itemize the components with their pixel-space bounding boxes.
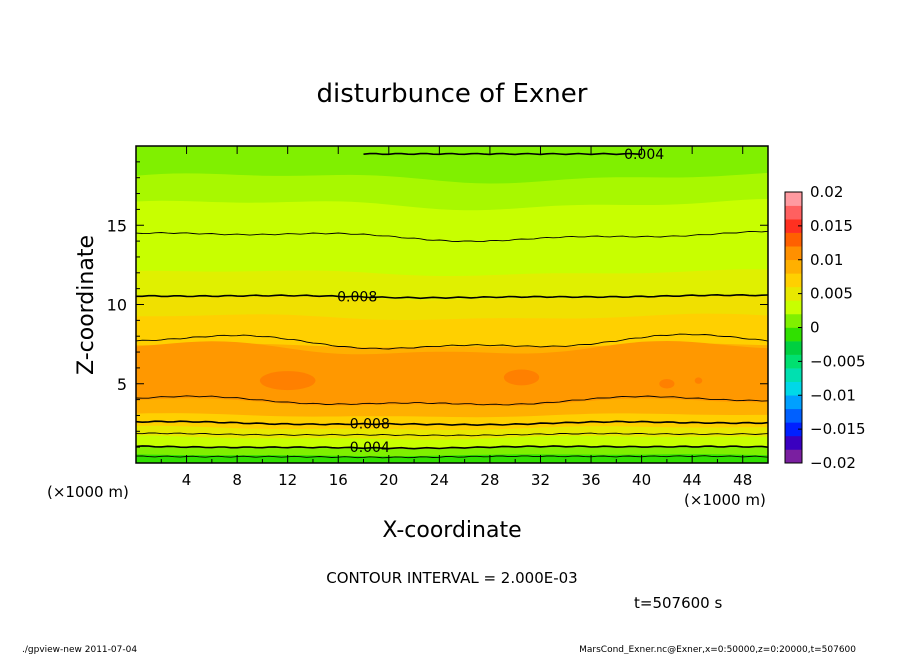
colorbar-label-5: −0.005 [810,352,866,370]
colorbar-segment-15 [785,246,802,261]
colorbar-segment-2 [785,422,802,437]
colorbar-segment-6 [785,368,802,382]
y-tick-label-15: 15 [107,216,127,235]
x-tick-label-16: 16 [329,471,348,489]
contour-line-6 [136,432,768,437]
colorbar-segment-10 [785,313,802,328]
z-unit-label: (×1000 m) [47,483,129,501]
colorbar-label-1: 0.015 [810,217,853,235]
contour-line-0 [363,152,642,156]
contour-labels: 0.004 0.008 0.008 0.004 [337,147,664,456]
contour-line-8 [136,455,768,459]
y-tick-label-10: 10 [107,296,127,315]
field-band-12 [136,454,768,463]
contour-interval: CONTOUR INTERVAL = 2.000E-03 [326,569,577,587]
contour-label-2: 0.008 [350,416,390,432]
contour-label-1: 0.008 [337,290,377,306]
contour-line-5 [136,420,768,427]
colorbar-segment-7 [785,354,802,369]
colorbar-segment-12 [785,286,802,301]
x-tick-label-28: 28 [480,471,499,489]
colorbar-segment-13 [785,273,802,288]
x-tick-label-44: 44 [683,471,702,489]
colorbar-segment-17 [785,219,802,233]
colorbar-segment-16 [785,232,802,247]
colorbar-segment-18 [785,205,802,220]
field-patch-2 [659,378,675,389]
chart-title: disturbunce of Exner [317,79,588,109]
colorbar-segment-5 [785,381,802,396]
colorbar-label-4: 0 [810,319,820,337]
contour-line-4 [136,395,768,406]
colorbar-label-8: −0.02 [810,454,856,472]
x-unit-label: (×1000 m) [684,491,766,509]
colorbar-segment-8 [785,341,802,355]
colorbar-label-3: 0.005 [810,285,853,303]
colorbar: 0.02 0.015 0.01 0.005 0 −0.005 −0.01 −0.015 −0.0… [784,183,866,472]
x-tick-label-4: 4 [182,471,192,489]
colorbar-segment-9 [785,327,802,342]
x-tick-label-40: 40 [632,471,651,489]
x-tick-label-8: 8 [232,471,242,489]
time-label: t=507600 s [634,594,722,612]
x-tick-label-36: 36 [581,471,600,489]
contour-line-3 [136,333,768,350]
field-bands [136,146,768,463]
contour-line-1 [136,230,768,243]
x-tick-label-20: 20 [379,471,398,489]
contour-label-0: 0.004 [624,147,664,163]
footer-left: ./gpview-new 2011-07-04 [22,645,137,654]
contour-lines [136,152,768,459]
colorbar-label-0: 0.02 [810,183,843,201]
footer-right: MarsCond_Exner.nc@Exner,x=0:50000,z=0:20… [579,645,856,654]
y-axis-ticks: 5 10 15 [107,161,768,448]
contour-line-2 [136,293,768,300]
field-patch-0 [259,371,316,391]
x-axis-ticks: 4 8 12 16 20 24 28 32 36 40 44 48 [160,146,752,489]
colorbar-label-2: 0.01 [810,251,843,269]
y-axis-label: Z-coordinate [74,235,99,375]
colorbar-label-7: −0.015 [810,420,866,438]
colorbar-segment-14 [785,259,802,274]
x-tick-label-12: 12 [278,471,297,489]
colorbar-segment-19 [785,192,802,206]
x-tick-label-32: 32 [531,471,550,489]
contour-label-3: 0.004 [350,440,390,456]
x-tick-label-24: 24 [430,471,449,489]
field-patch-3 [694,377,703,384]
field-patch-1 [503,369,540,386]
contour-line-7 [136,445,768,450]
colorbar-segment-3 [785,408,802,423]
colorbar-segment-1 [785,435,802,450]
x-axis-label: X-coordinate [382,518,521,543]
colorbar-label-6: −0.01 [810,386,856,404]
colorbar-segment-0 [785,449,802,464]
x-tick-label-48: 48 [733,471,752,489]
colorbar-segment-4 [785,395,802,410]
colorbar-segment-11 [785,300,802,315]
y-tick-label-5: 5 [117,375,127,394]
